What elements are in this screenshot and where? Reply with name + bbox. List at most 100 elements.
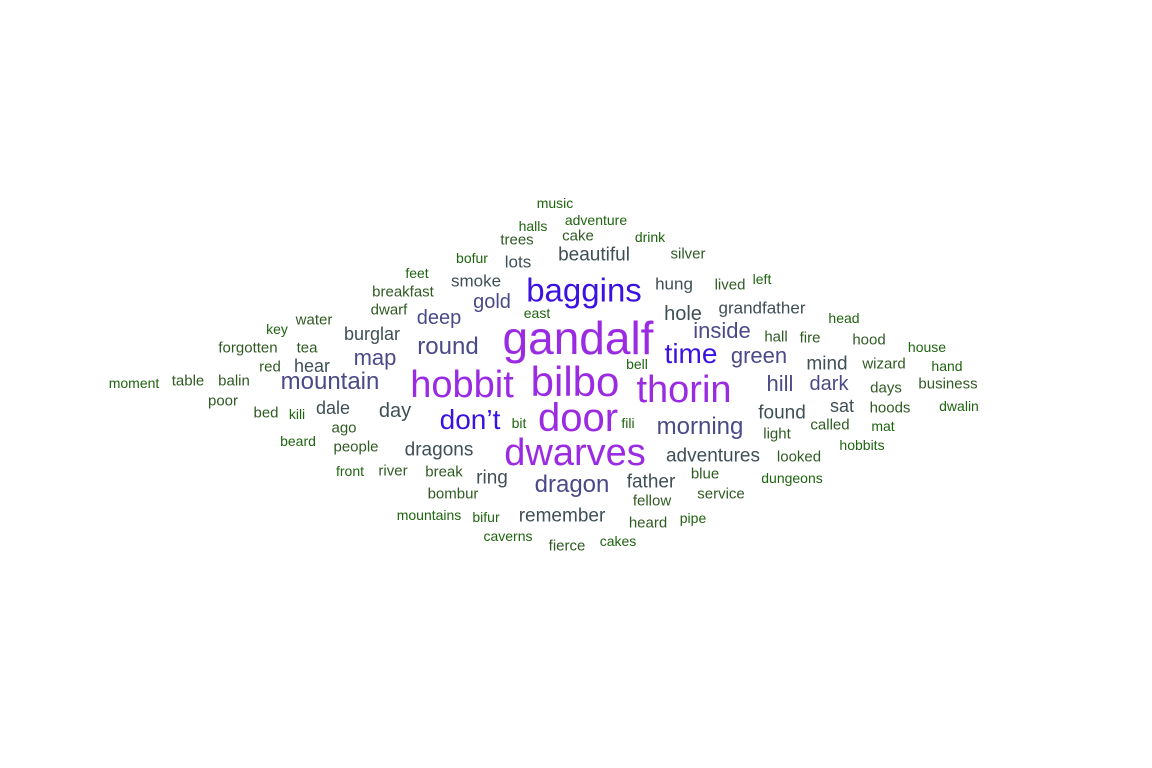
cloud-word: mind xyxy=(806,353,848,375)
cloud-word: blue xyxy=(690,465,720,483)
cloud-word: music xyxy=(536,195,574,211)
cloud-word: fellow xyxy=(632,492,672,510)
cloud-word: dungeons xyxy=(761,470,823,486)
cloud-word: inside xyxy=(693,318,751,343)
cloud-word: found xyxy=(758,402,806,424)
cloud-word: green xyxy=(730,343,788,368)
cloud-word: wizard xyxy=(862,355,906,373)
cloud-word: water xyxy=(295,311,333,329)
cloud-word: mat xyxy=(871,418,895,434)
cloud-word: gandalf xyxy=(502,312,654,364)
cloud-word: fire xyxy=(799,329,821,347)
cloud-word: dwalin xyxy=(939,398,979,414)
cloud-word: hoods xyxy=(869,399,911,417)
cloud-word: hobbit xyxy=(410,364,514,406)
cloud-word: tea xyxy=(296,339,318,357)
cloud-word: poor xyxy=(207,392,239,410)
cloud-word: drink xyxy=(634,229,666,245)
cloud-word: bed xyxy=(253,404,279,422)
cloud-word: business xyxy=(918,375,978,393)
cloud-word: cakes xyxy=(599,533,637,549)
cloud-word: map xyxy=(353,345,397,370)
cloud-word: sat xyxy=(829,396,855,416)
cloud-word: dragons xyxy=(404,439,474,461)
cloud-word: beard xyxy=(280,433,316,449)
cloud-word: grandfather xyxy=(718,298,806,318)
cloud-word: days xyxy=(870,379,902,397)
cloud-word: fili xyxy=(621,415,635,431)
cloud-word: trees xyxy=(500,231,534,249)
cloud-word: cake xyxy=(562,227,594,245)
cloud-word: bilbo xyxy=(530,358,620,405)
cloud-word: beautiful xyxy=(558,244,630,266)
cloud-word: dwarf xyxy=(370,301,408,319)
cloud-word: red xyxy=(259,358,281,376)
cloud-word: dark xyxy=(809,373,849,395)
cloud-word: heard xyxy=(628,514,668,532)
cloud-word: lived xyxy=(714,276,746,294)
cloud-word: bombur xyxy=(427,485,479,503)
cloud-word: left xyxy=(752,271,772,287)
cloud-word: bifur xyxy=(472,509,500,525)
cloud-word: kili xyxy=(288,406,306,422)
cloud-word: father xyxy=(626,471,676,493)
cloud-word: looked xyxy=(776,448,822,466)
cloud-word: don’t xyxy=(439,404,501,435)
cloud-word: bit xyxy=(511,415,527,431)
cloud-word: lots xyxy=(504,252,532,272)
cloud-word: round xyxy=(417,333,479,360)
cloud-word: dwarves xyxy=(504,432,646,474)
cloud-word: silver xyxy=(670,245,706,263)
cloud-word: table xyxy=(171,372,205,390)
cloud-word: fierce xyxy=(548,537,586,555)
cloud-word: morning xyxy=(656,413,744,440)
cloud-word: hear xyxy=(293,356,331,376)
cloud-word: people xyxy=(333,438,379,456)
cloud-word: ring xyxy=(476,467,508,489)
cloud-word: gold xyxy=(473,291,511,313)
cloud-word: feet xyxy=(405,265,429,281)
cloud-word: breakfast xyxy=(372,283,434,301)
cloud-word: dale xyxy=(315,398,351,418)
cloud-word: dragon xyxy=(534,471,610,498)
cloud-word: house xyxy=(907,339,947,355)
cloud-word: burglar xyxy=(343,324,401,344)
cloud-word: thorin xyxy=(636,369,732,411)
cloud-word: east xyxy=(523,305,551,321)
cloud-word: hung xyxy=(655,274,693,294)
cloud-word: pipe xyxy=(679,510,707,526)
cloud-word: door xyxy=(537,396,619,440)
cloud-word: baggins xyxy=(526,271,642,309)
cloud-word: hole xyxy=(664,303,702,325)
cloud-word: adventures xyxy=(665,445,761,467)
cloud-word: time xyxy=(664,338,718,369)
cloud-word: light xyxy=(763,425,791,443)
cloud-word: hobbits xyxy=(839,437,885,453)
cloud-word: halls xyxy=(518,218,548,234)
cloud-word: moment xyxy=(108,375,160,391)
cloud-word: hand xyxy=(931,358,963,374)
cloud-word: adventure xyxy=(564,212,628,228)
cloud-word: mountains xyxy=(396,507,462,523)
cloud-word: front xyxy=(335,463,365,479)
cloud-word: key xyxy=(266,321,288,337)
cloud-word: remember xyxy=(518,505,606,527)
cloud-word: called xyxy=(810,416,850,434)
cloud-word: smoke xyxy=(450,271,502,291)
cloud-word: forgotten xyxy=(218,339,278,357)
cloud-word: ago xyxy=(331,419,357,437)
cloud-word: service xyxy=(697,485,745,503)
cloud-word: day xyxy=(378,400,412,422)
cloud-word: bell xyxy=(626,356,648,372)
cloud-word: river xyxy=(378,462,408,480)
cloud-word: head xyxy=(828,310,860,326)
cloud-word: deep xyxy=(416,307,462,329)
cloud-word: hill xyxy=(766,371,794,396)
cloud-word: balin xyxy=(218,372,250,390)
cloud-word: bofur xyxy=(456,250,488,266)
cloud-word: caverns xyxy=(483,528,533,544)
cloud-word: hood xyxy=(852,331,886,349)
cloud-word: mountain xyxy=(280,368,380,395)
cloud-word: hall xyxy=(764,328,788,346)
